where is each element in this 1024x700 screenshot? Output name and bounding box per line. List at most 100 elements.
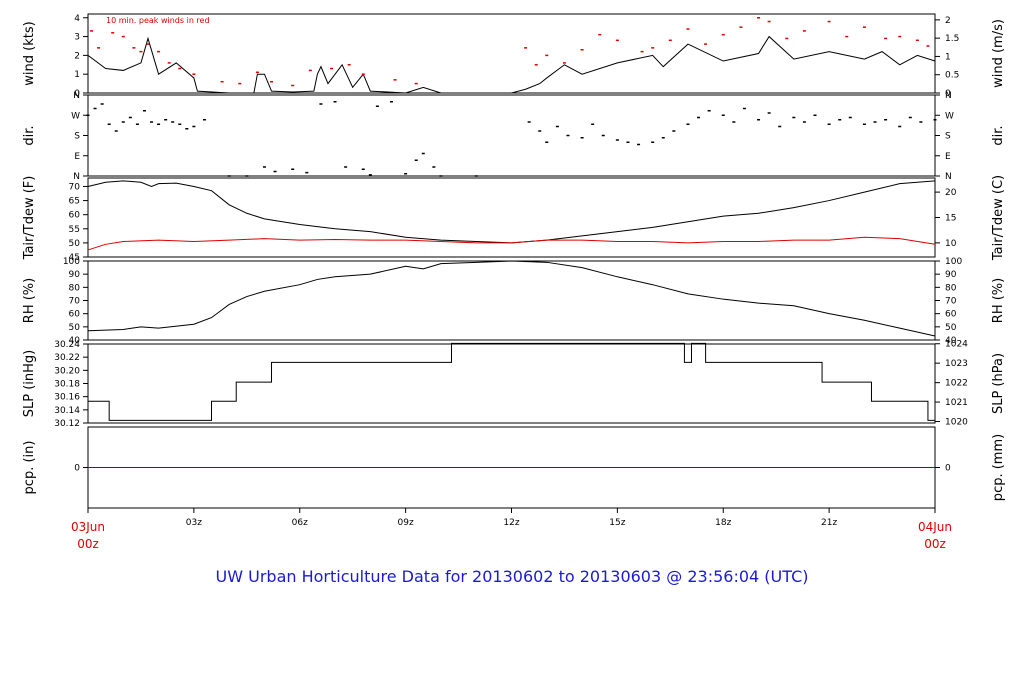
series-wind-1 [90,17,930,87]
data-point [898,35,902,38]
data-point [361,73,365,75]
data-point [767,112,771,114]
data-point [375,105,379,107]
data-point [142,110,146,112]
y-axis-label: RH (%) [22,278,37,323]
y2-tick-label: 10 [945,239,957,249]
data-point [344,166,348,168]
data-point [827,123,831,125]
data-point [220,80,224,83]
data-point [915,39,919,42]
y2-tick-label: 0 [945,464,951,474]
data-point [414,82,418,85]
data-point [615,139,619,141]
data-point [262,166,266,168]
data-point [121,35,125,38]
x-tick-label: 06z [292,518,308,528]
data-point [545,54,549,57]
data-point [390,101,394,103]
data-point [845,35,849,38]
y2-tick-label: 0.5 [945,71,959,81]
x-tick-label: 15z [609,518,625,528]
y-axis-label: dir. [22,125,37,145]
data-point [305,171,309,174]
y-tick-label: 1 [74,70,80,80]
y-axis-label: Tair/Tdew (F) [22,176,37,261]
y2-tick-label: S [945,132,951,142]
data-point [393,79,397,81]
y-tick-label: 0 [74,89,80,99]
y2-tick-label: 1021 [945,398,968,408]
panel-frame [87,13,936,94]
data-point [227,175,231,177]
y-axis-label: wind (kts) [22,21,37,85]
peak-wind-note: 10 min. peak winds in red [106,16,210,25]
y-tick-label: N [73,91,80,101]
data-point [291,168,295,170]
data-point [697,116,701,119]
y2-axis-label: RH (%) [991,278,1006,323]
y-tick-label: 30.18 [54,380,80,390]
x-tick-label: 18z [715,518,731,528]
series-dir-0 [86,101,937,177]
data-point [661,137,665,139]
y-tick-label: 80 [69,283,81,293]
y2-tick-label: 15 [945,214,956,224]
series-line-wind [87,35,936,94]
y-tick-label: 2 [74,51,80,61]
series-line-temp [87,236,936,251]
chart-title: UW Urban Horticulture Data for 20130602 … [216,567,809,586]
data-point [150,121,154,123]
data-point [672,130,676,132]
y-tick-label: 40 [69,336,81,346]
data-point [245,175,249,177]
y-tick-label: 30.24 [54,340,80,350]
data-point [739,26,743,28]
data-point [898,125,902,128]
y2-axis-label: dir. [991,125,1006,145]
panel-frame [87,94,936,177]
data-point [178,123,182,125]
data-point [704,43,708,45]
data-point [601,134,605,137]
y2-tick-label: 40 [945,336,957,346]
y-tick-label: 55 [69,225,80,235]
panel-slp: 30.12 30.14 30.16 30.18 30.20 30.22 30.24 1020 1… [22,340,1006,429]
x-tick-label: 09z [398,518,414,528]
y2-tick-label: W [945,111,954,121]
data-point [524,47,528,49]
y2-tick-label: 50 [945,323,957,333]
y2-axis-label: Tair/Tdew (C) [991,175,1006,261]
y-tick-label: 0 [74,464,80,474]
data-point [135,123,139,125]
y-tick-label: 50 [69,239,81,249]
data-point [580,137,584,139]
data-point [668,39,672,42]
data-point [637,143,641,146]
data-point [555,125,559,128]
data-point [238,82,242,85]
data-point [545,141,549,143]
data-point [167,62,171,64]
data-point [848,116,852,119]
data-point [202,119,206,121]
y2-tick-label: N [945,172,952,182]
data-point [778,125,782,128]
y2-tick-label: 80 [945,283,957,293]
y-tick-label: S [74,132,80,142]
data-point [171,121,175,123]
data-point [580,48,584,51]
data-point [926,45,930,47]
data-point [404,173,408,175]
data-point [347,64,351,66]
y-tick-label: 45 [69,253,80,263]
x-tick-label: 21z [821,518,837,528]
panel-temp: 45 50 55 60 65 70 10 15 20 Tair/Tdew (F) Tair/Tdew… [22,175,1006,263]
data-point [474,175,478,177]
data-point [707,110,711,112]
y-tick-label: 3 [74,33,80,43]
data-point [566,134,570,137]
panel-wind: 0 1 2 3 4 0 0.5 1 1.5 2 wind (kts) wind (m/s) 10 min… [22,13,1006,99]
data-point [802,121,806,123]
